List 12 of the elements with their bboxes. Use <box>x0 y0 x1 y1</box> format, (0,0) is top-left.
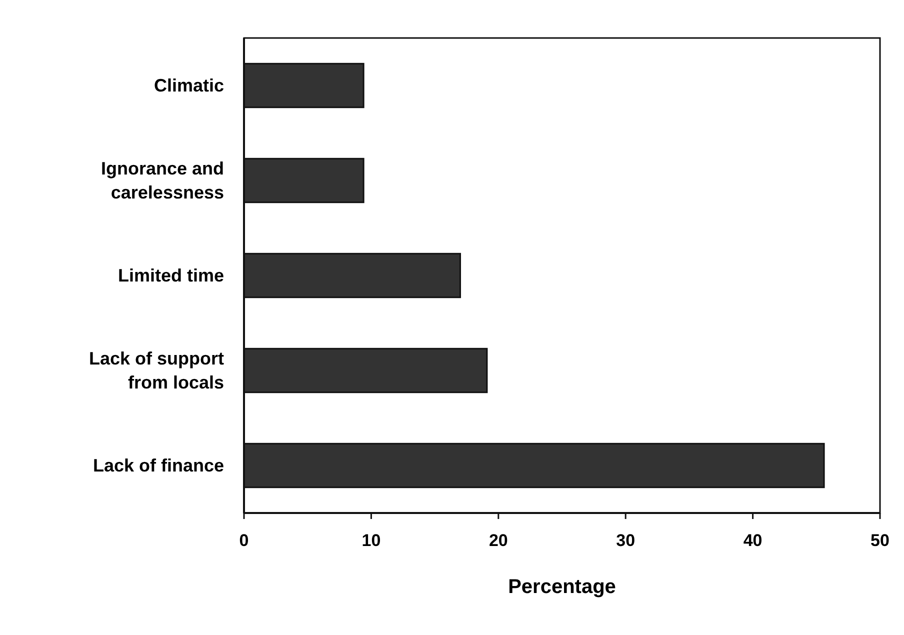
x-tick-label: 30 <box>616 531 636 550</box>
y-tick-label: Ignorance and carelessness <box>100 158 224 202</box>
x-tick-label: 40 <box>743 531 762 550</box>
y-tick-label: Lack of finance <box>92 456 224 476</box>
x-axis-title: Percentage <box>508 576 616 598</box>
y-tick-label: Lack of support from locals <box>88 348 224 392</box>
x-tick-label: 50 <box>870 531 890 550</box>
y-tick-label: Limited time <box>118 266 224 286</box>
x-tick-label: 0 <box>239 531 249 550</box>
x-tick-label: 10 <box>362 531 381 550</box>
x-tick-label: 20 <box>488 531 508 550</box>
y-tick-label: Climatic <box>154 76 224 96</box>
